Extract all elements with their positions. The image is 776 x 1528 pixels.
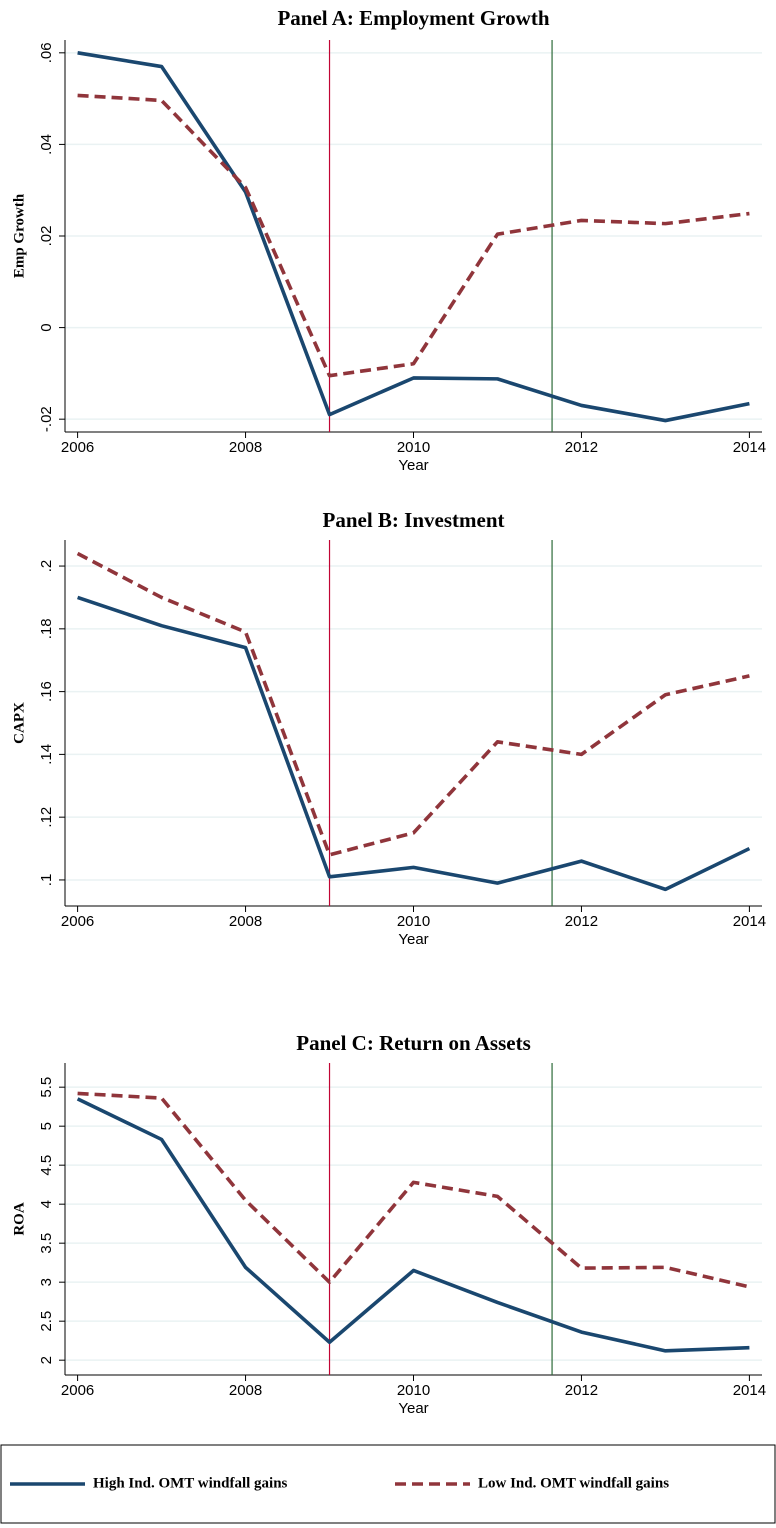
y-tick-label: .14	[38, 744, 55, 765]
y-axis-label: CAPX	[11, 702, 27, 744]
series-line	[77, 1091, 750, 1289]
y-tick-label: .2	[38, 560, 55, 573]
y-tick-label: 4	[38, 1200, 55, 1208]
y-tick-label: 5	[38, 1122, 55, 1130]
y-tick-label: .18	[38, 618, 55, 639]
series-line	[77, 595, 751, 892]
y-tick-label: 5.5	[38, 1077, 55, 1098]
y-tick-label: .16	[38, 681, 55, 702]
plot-area	[65, 540, 762, 906]
x-tick-label: 2014	[733, 439, 766, 456]
panel-title: Panel A: Employment Growth	[277, 6, 549, 30]
y-tick-label: .12	[38, 807, 55, 828]
y-tick-label: 3.5	[38, 1233, 55, 1254]
x-axis-label: Year	[398, 931, 428, 948]
series-line	[77, 93, 750, 378]
x-tick-label: 2012	[565, 913, 598, 930]
series-line	[76, 1097, 750, 1353]
y-tick-label: .1	[38, 874, 55, 887]
y-tick-label: .02	[38, 226, 55, 247]
y-tick-label: -.02	[38, 406, 55, 432]
y-tick-label: 2	[38, 1356, 55, 1364]
x-tick-label: 2008	[229, 439, 262, 456]
x-tick-label: 2008	[229, 913, 262, 930]
legend-box	[0, 1444, 776, 1524]
x-tick-label: 2008	[229, 1382, 262, 1399]
y-tick-label: .04	[38, 134, 55, 155]
y-tick-label: 0	[38, 323, 55, 331]
y-tick-label: 2.5	[38, 1311, 55, 1332]
x-tick-label: 2010	[397, 1382, 430, 1399]
series-line	[77, 51, 750, 423]
x-tick-label: 2014	[733, 1382, 766, 1399]
plot-area	[65, 1063, 762, 1375]
panel-title: Panel B: Investment	[323, 508, 505, 532]
y-axis-label: ROA	[11, 1202, 27, 1236]
x-tick-label: 2010	[397, 439, 430, 456]
x-tick-label: 2014	[733, 913, 766, 930]
legend-label: Low Ind. OMT windfall gains	[478, 1475, 669, 1491]
legend-label: High Ind. OMT windfall gains	[93, 1475, 288, 1491]
x-tick-label: 2012	[565, 1382, 598, 1399]
x-axis-label: Year	[398, 1400, 428, 1417]
series-line	[76, 551, 750, 857]
x-axis-label: Year	[398, 457, 428, 474]
y-tick-label: 4.5	[38, 1155, 55, 1176]
y-axis-label: Emp Growth	[11, 193, 27, 278]
x-tick-label: 2012	[565, 439, 598, 456]
panel-title: Panel C: Return on Assets	[296, 1031, 531, 1055]
x-tick-label: 2010	[397, 913, 430, 930]
y-tick-label: .06	[38, 42, 55, 63]
x-tick-label: 2006	[61, 913, 94, 930]
x-tick-label: 2006	[61, 1382, 94, 1399]
y-tick-label: 3	[38, 1278, 55, 1286]
x-tick-label: 2006	[61, 439, 94, 456]
